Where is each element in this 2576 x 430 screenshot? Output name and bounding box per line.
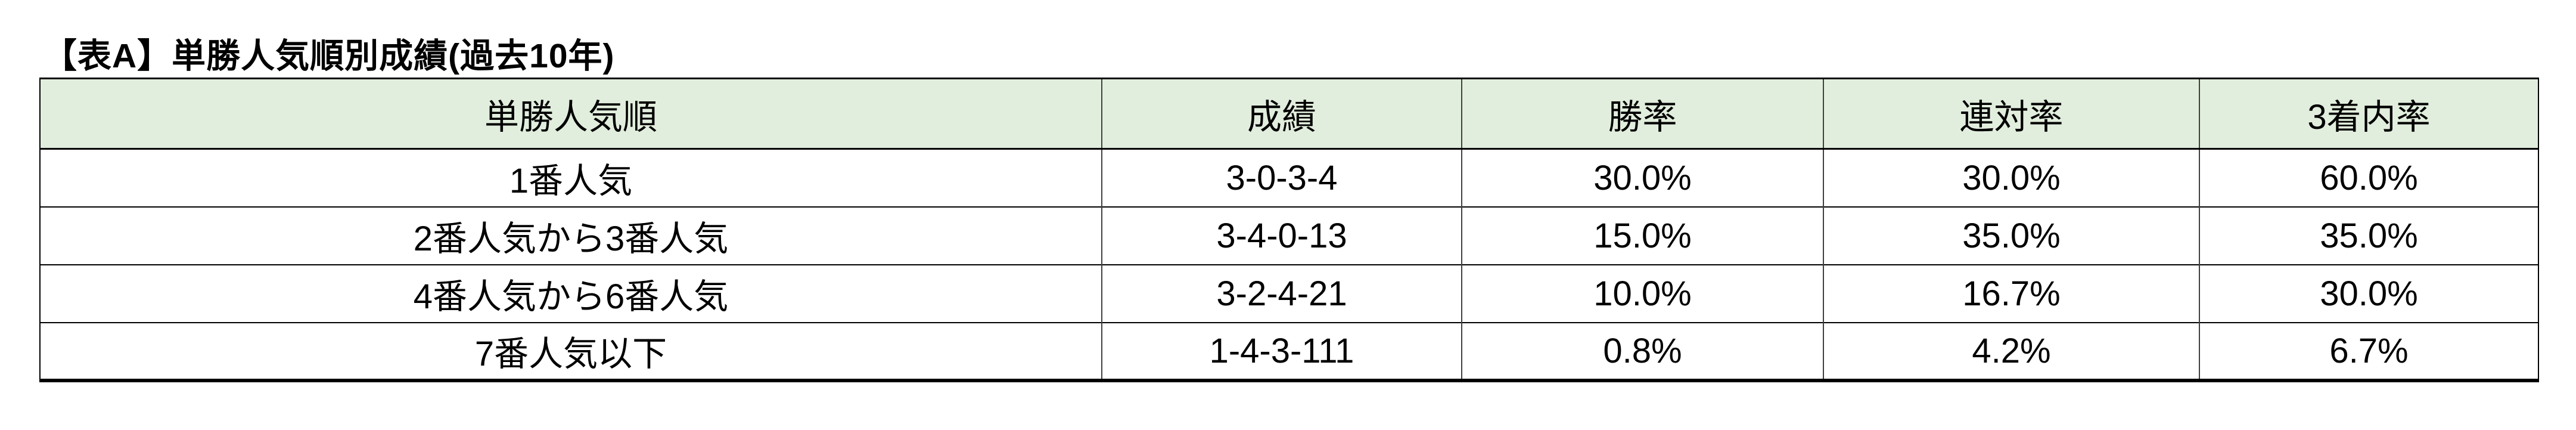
stats-table: 単勝人気順 成績 勝率 連対率 3着内率 1番人気 3-0-3-4 30.0% … (39, 78, 2539, 382)
cell-record: 1-4-3-111 (1101, 321, 1462, 380)
column-header-show-rate: 3着内率 (2199, 78, 2538, 150)
cell-popularity-rank: 4番人気から6番人気 (40, 264, 1102, 323)
cell-quinella-rate: 4.2% (1823, 321, 2199, 380)
cell-win-rate: 0.8% (1461, 321, 1823, 380)
column-header-record: 成績 (1101, 78, 1462, 150)
header-row: 単勝人気順 成績 勝率 連対率 3着内率 (40, 78, 2538, 150)
cell-popularity-rank: 7番人気以下 (40, 321, 1102, 380)
column-header-win-rate: 勝率 (1461, 78, 1823, 150)
cell-win-rate: 15.0% (1461, 206, 1823, 265)
cell-record: 3-4-0-13 (1101, 206, 1462, 265)
column-header-quinella-rate: 連対率 (1823, 78, 2199, 150)
cell-quinella-rate: 30.0% (1823, 149, 2199, 207)
cell-quinella-rate: 16.7% (1823, 264, 2199, 323)
cell-show-rate: 60.0% (2199, 149, 2538, 207)
table-row: 2番人気から3番人気 3-4-0-13 15.0% 35.0% 35.0% (40, 206, 2538, 265)
cell-show-rate: 6.7% (2199, 321, 2538, 380)
cell-win-rate: 10.0% (1461, 264, 1823, 323)
cell-record: 3-0-3-4 (1101, 149, 1462, 207)
table-row: 7番人気以下 1-4-3-111 0.8% 4.2% 6.7% (40, 321, 2538, 380)
cell-popularity-rank: 2番人気から3番人気 (40, 206, 1102, 265)
cell-popularity-rank: 1番人気 (40, 149, 1102, 207)
figure-title: 【表A】単勝人気順別成績(過去10年) (43, 37, 615, 75)
cell-quinella-rate: 35.0% (1823, 206, 2199, 265)
cell-win-rate: 30.0% (1461, 149, 1823, 207)
cell-show-rate: 35.0% (2199, 206, 2538, 265)
table-row: 4番人気から6番人気 3-2-4-21 10.0% 16.7% 30.0% (40, 264, 2538, 323)
table-row: 1番人気 3-0-3-4 30.0% 30.0% 60.0% (40, 149, 2538, 207)
column-header-popularity-rank: 単勝人気順 (40, 78, 1102, 150)
cell-show-rate: 30.0% (2199, 264, 2538, 323)
cell-record: 3-2-4-21 (1101, 264, 1462, 323)
